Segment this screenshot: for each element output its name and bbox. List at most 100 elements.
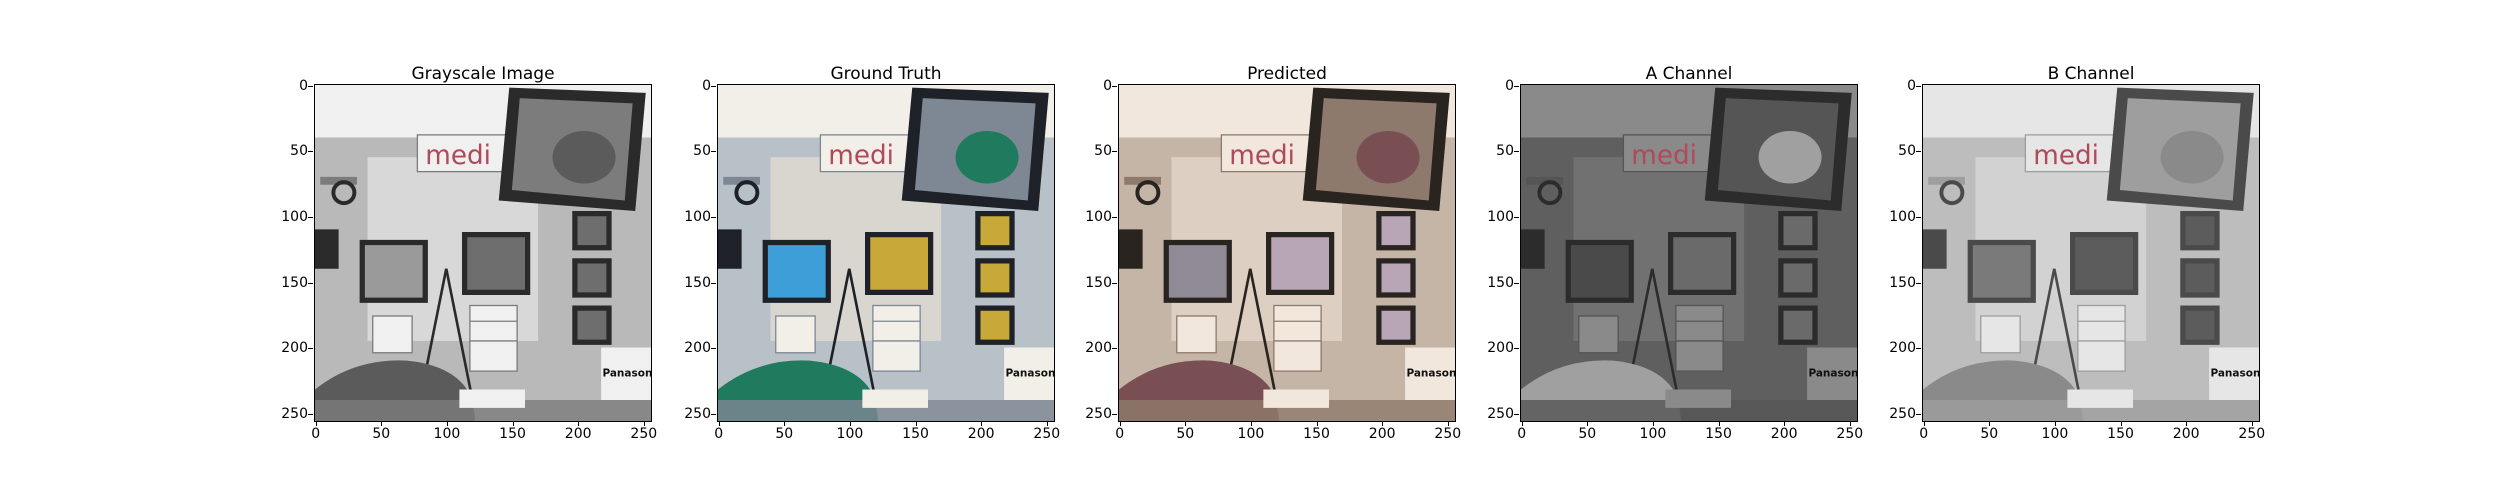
arm-rail (1124, 176, 1161, 185)
x-tick-label: 0 (1919, 426, 1929, 442)
y-tick-label: 150 (1487, 274, 1514, 291)
floor-strip (1521, 400, 1857, 421)
x-tick-label: 200 (967, 426, 995, 442)
x-tick-label: 0 (1517, 426, 1527, 442)
y-tick-label: 100 (1889, 208, 1916, 225)
panel-title: Grayscale Image (411, 64, 555, 84)
image-frame: medi Panasonic (1118, 84, 1456, 422)
left-dark-panel (315, 229, 339, 269)
brand-text: Panasonic (1808, 367, 1857, 379)
x-tick-mark (1447, 421, 1449, 426)
y-tick-label: 0 (299, 77, 308, 94)
table-tray (862, 389, 928, 408)
scene-image: medi Panasonic (1521, 85, 1857, 421)
y-tick-mark (1112, 216, 1117, 218)
y-tick-label: 50 (1898, 143, 1916, 160)
brand-board (2209, 347, 2259, 400)
panel-1: Grayscale Image medi Panasonic 0 50 100 150 200… (281, 64, 657, 444)
y-tick-label: 50 (290, 143, 308, 160)
x-tick-label: 200 (1368, 426, 1396, 442)
x-tick-label: 200 (2172, 426, 2200, 442)
monitor-left-screen (767, 245, 826, 298)
y-tick-mark (1112, 413, 1117, 415)
x-tick-label: 150 (1705, 426, 1732, 442)
y-tick-mark (1112, 348, 1117, 350)
x-tick-mark (1521, 421, 1523, 426)
y-tick-mark (1916, 348, 1921, 350)
monitor-right-screen (467, 237, 525, 290)
y-tick-mark (711, 348, 716, 350)
stand-pole (1248, 268, 1278, 401)
x-tick-mark (1784, 421, 1786, 426)
y-tick-label: 200 (1889, 340, 1916, 357)
monitor-left-screen (1570, 245, 1629, 298)
brand-board (1004, 347, 1054, 400)
y-tick-label: 200 (1085, 340, 1112, 357)
y-tick-mark (711, 282, 716, 284)
y-tick-mark (1916, 282, 1921, 284)
x-tick-label: 150 (1303, 426, 1330, 442)
table-tray (459, 389, 525, 408)
y-tick-mark (1916, 85, 1921, 87)
y-tick-label: 0 (1907, 77, 1916, 94)
left-device (1980, 315, 2021, 354)
y-tick-label: 250 (281, 405, 308, 422)
y-tick-mark (1514, 282, 1519, 284)
left-dark-panel (1119, 229, 1143, 269)
x-tick-label: 250 (2238, 426, 2266, 442)
x-tick-mark (2186, 421, 2188, 426)
monitor-right-screen (1673, 237, 1731, 290)
y-tick-mark (1916, 151, 1921, 153)
y-tick-mark (1112, 85, 1117, 87)
x-tick-mark (578, 421, 580, 426)
equipment-cart (872, 304, 921, 372)
x-tick-label: 50 (372, 426, 391, 442)
x-tick-mark (1923, 421, 1925, 426)
x-tick-mark (643, 421, 645, 426)
left-device (1176, 315, 1217, 354)
y-tick-mark (711, 413, 716, 415)
equipment-cart (1675, 304, 1724, 372)
poster-2-image (2185, 263, 2215, 293)
y-tick-label: 100 (684, 208, 711, 225)
x-tick-label: 200 (564, 426, 592, 442)
x-tick-label: 50 (1980, 426, 1999, 442)
y-tick-label: 0 (702, 77, 711, 94)
monitor-left-screen (364, 245, 423, 298)
y-tick-mark (1514, 413, 1519, 415)
arm-joint (1537, 180, 1563, 206)
y-tick-label: 50 (1094, 143, 1112, 160)
x-tick-label: 100 (1237, 426, 1265, 442)
x-tick-label: 150 (902, 426, 929, 442)
brand-text: Panasonic (1005, 367, 1054, 379)
y-tick-mark (1514, 151, 1519, 153)
panel-2: Ground Truth medi Panasonic 0 50 100 150 200 250… (684, 64, 1060, 444)
x-tick-label: 250 (630, 426, 658, 442)
arm-rail (723, 176, 760, 185)
x-tick-mark (1718, 421, 1720, 426)
poster-3-image (2185, 310, 2215, 340)
x-tick-mark (915, 421, 917, 426)
x-tick-mark (718, 421, 720, 426)
left-device (1578, 315, 1619, 354)
y-tick-mark (308, 151, 313, 153)
x-tick-mark (1250, 421, 1252, 426)
image-frame: medi Panasonic (1520, 84, 1858, 422)
left-dark-panel (1923, 229, 1947, 269)
y-tick-label: 100 (1085, 208, 1112, 225)
y-tick-label: 250 (1487, 405, 1514, 422)
poster-1-image (980, 216, 1010, 246)
y-tick-mark (1916, 216, 1921, 218)
x-tick-mark (1382, 421, 1384, 426)
arm-joint (1135, 180, 1161, 206)
y-tick-mark (308, 282, 313, 284)
equipment-cart (1273, 304, 1322, 372)
y-tick-mark (1916, 413, 1921, 415)
y-tick-label: 150 (684, 274, 711, 291)
y-tick-label: 200 (1487, 340, 1514, 357)
poster-3-image (577, 310, 607, 340)
monitor-scene-blob (1758, 130, 1822, 184)
y-tick-label: 0 (1505, 77, 1514, 94)
x-tick-label: 100 (433, 426, 461, 442)
x-tick-label: 250 (1434, 426, 1462, 442)
